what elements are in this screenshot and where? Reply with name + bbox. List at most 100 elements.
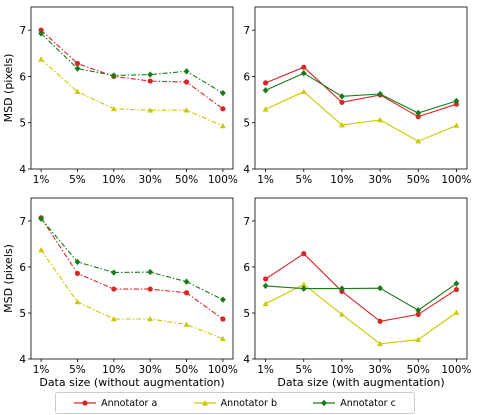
x-tick-label: 5% (295, 364, 312, 376)
data-point-c (74, 258, 81, 266)
x-tick-label: 1% (33, 174, 50, 186)
x-tick-label: 100% (208, 364, 238, 376)
y-tick-label: 6 (19, 262, 26, 274)
series-line-a (40, 29, 224, 110)
x-tick-label: 1% (33, 364, 50, 376)
data-point-b (38, 246, 44, 253)
legend: Annotator a Annotator b Annotator c (55, 392, 415, 414)
data-point-a (453, 101, 459, 107)
data-point-b (262, 106, 269, 112)
y-tick-label: 5 (19, 118, 26, 130)
data-point-c (300, 285, 307, 292)
plot-frame (30, 6, 234, 170)
legend-label-b: Annotator b (220, 397, 277, 409)
data-point-c (300, 69, 307, 77)
data-point-b (262, 300, 269, 307)
data-point-c (415, 109, 422, 117)
data-point-a (183, 79, 190, 85)
series-line-a (265, 252, 457, 322)
data-point-b (183, 321, 190, 327)
x-tick-label: 30% (368, 174, 391, 186)
data-point-c (183, 278, 190, 285)
series-line-b (265, 283, 457, 345)
series-line-b (40, 58, 224, 127)
y-tick-label: 6 (19, 71, 26, 83)
data-point-a (38, 27, 44, 33)
chart-panel-bottom-left: 4 5 6 7 1% 5% 10% 30% 50% 100% MSD (pixels) Data si… (2, 197, 238, 389)
data-point-c (262, 87, 269, 94)
data-point-c (220, 89, 226, 97)
legend-marker-a-icon (74, 400, 97, 406)
legend-label-c: Annotator c (340, 397, 396, 409)
data-point-b (147, 315, 154, 322)
data-point-b (339, 311, 345, 317)
series-line-b (40, 249, 224, 340)
y-tick-label: 4 (19, 354, 26, 366)
chart-panel-top-left: 4 5 6 7 1% 5% 10% 30% 50% 100% MSD (pixels) (2, 6, 238, 186)
data-point-b (74, 88, 81, 95)
data-point-c (339, 285, 345, 292)
data-point-a (111, 286, 117, 292)
data-point-c (183, 68, 190, 75)
x-tick-label: 30% (139, 364, 162, 376)
y-tick-label: 5 (243, 118, 250, 130)
y-tick-label: 7 (243, 25, 250, 37)
y-tick-label: 4 (19, 164, 26, 176)
legend-item-annotator-a: Annotator a (74, 398, 157, 409)
data-point-c (110, 72, 117, 79)
data-point-a (220, 106, 226, 112)
y-tick-label: 5 (19, 308, 26, 320)
data-point-b (110, 105, 117, 112)
y-tick-label: 6 (243, 262, 250, 274)
legend-label-a: Annotator a (101, 397, 158, 409)
data-point-a (74, 270, 81, 277)
x-tick-label: 50% (175, 364, 198, 376)
y-tick-label: 7 (19, 25, 26, 37)
data-point-a (377, 318, 383, 324)
data-point-a (147, 78, 153, 84)
x-tick-label: 100% (208, 174, 238, 186)
data-point-c (377, 90, 383, 98)
data-point-b (377, 116, 383, 123)
legend-item-annotator-b: Annotator b (193, 397, 277, 409)
data-point-c (147, 71, 154, 78)
data-point-c (147, 268, 154, 276)
x-axis-label: Data size (without augmentation) (39, 376, 224, 389)
x-tick-label: 100% (441, 174, 471, 186)
y-tick-label: 5 (243, 308, 250, 320)
data-point-a (453, 286, 459, 293)
data-point-b (300, 281, 307, 287)
data-point-b (183, 107, 190, 113)
series-line-c (40, 33, 224, 94)
chart-panel-top-right: 4 5 6 7 1% 5% 10% 30% 50% 100% (243, 6, 471, 186)
legend-marker-b-icon (193, 400, 216, 406)
x-tick-label: 5% (295, 174, 312, 186)
x-tick-label: 50% (407, 174, 430, 186)
series-line-a (265, 66, 457, 118)
legend-marker-c-icon (313, 399, 336, 407)
data-point-c (38, 215, 44, 222)
x-tick-label: 30% (368, 364, 391, 376)
chart-panel-bottom-right: 4 5 6 7 1% 5% 10% 30% 50% 100%Data size (with aug… (243, 197, 471, 389)
y-tick-label: 7 (19, 216, 26, 228)
y-tick-label: 6 (243, 71, 250, 83)
data-point-b (220, 122, 226, 129)
data-point-c (110, 269, 117, 276)
data-point-c (415, 307, 422, 314)
data-point-c (220, 296, 226, 303)
x-tick-label: 10% (102, 174, 125, 186)
plot-frame (30, 197, 234, 360)
data-point-a (301, 64, 307, 70)
data-point-b (147, 107, 154, 113)
plot-frame (254, 6, 468, 170)
legend-item-annotator-c: Annotator c (313, 398, 396, 409)
data-point-a (263, 276, 269, 282)
x-tick-label: 1% (257, 364, 274, 376)
plot-frame (254, 197, 468, 360)
y-tick-label: 7 (243, 216, 250, 228)
series-line-c (265, 72, 457, 114)
data-point-b (38, 56, 44, 62)
data-point-c (453, 280, 460, 287)
data-point-c (38, 30, 44, 37)
